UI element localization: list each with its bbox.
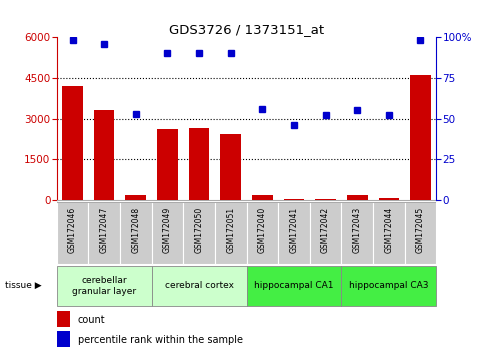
Text: hippocampal CA1: hippocampal CA1: [254, 281, 334, 290]
Text: GSM172046: GSM172046: [68, 207, 77, 253]
Text: GSM172049: GSM172049: [163, 207, 172, 253]
Text: GSM172051: GSM172051: [226, 207, 235, 253]
Bar: [120, 202, 152, 264]
Text: GSM172047: GSM172047: [100, 207, 108, 253]
Bar: [152, 266, 246, 306]
Bar: [152, 202, 183, 264]
Bar: [246, 202, 278, 264]
Bar: [310, 202, 341, 264]
Bar: [373, 202, 405, 264]
Bar: [405, 202, 436, 264]
Bar: [215, 202, 246, 264]
Text: hippocampal CA3: hippocampal CA3: [349, 281, 428, 290]
Bar: [57, 311, 70, 327]
Bar: [62, 86, 83, 200]
Text: GSM172041: GSM172041: [289, 207, 298, 253]
Text: GSM172042: GSM172042: [321, 207, 330, 253]
Bar: [57, 202, 88, 264]
Bar: [410, 75, 431, 200]
Bar: [341, 202, 373, 264]
Bar: [283, 199, 304, 200]
Bar: [183, 202, 215, 264]
Bar: [157, 130, 177, 200]
Bar: [220, 133, 241, 200]
Bar: [347, 195, 367, 200]
Bar: [189, 128, 210, 200]
Text: GSM172043: GSM172043: [352, 207, 362, 253]
Text: tissue ▶: tissue ▶: [5, 280, 41, 290]
Bar: [379, 198, 399, 200]
Bar: [57, 331, 70, 347]
Text: GSM172040: GSM172040: [258, 207, 267, 253]
Bar: [94, 110, 114, 200]
Text: percentile rank within the sample: percentile rank within the sample: [78, 335, 243, 345]
Text: count: count: [78, 315, 106, 325]
Text: GSM172048: GSM172048: [131, 207, 141, 253]
Bar: [252, 195, 273, 200]
Title: GDS3726 / 1373151_at: GDS3726 / 1373151_at: [169, 23, 324, 36]
Bar: [341, 266, 436, 306]
Bar: [126, 195, 146, 200]
Bar: [278, 202, 310, 264]
Bar: [57, 266, 152, 306]
Text: GSM172045: GSM172045: [416, 207, 425, 253]
Text: cerebral cortex: cerebral cortex: [165, 281, 234, 290]
Text: GSM172044: GSM172044: [385, 207, 393, 253]
Text: cerebellar
granular layer: cerebellar granular layer: [72, 276, 136, 296]
Text: GSM172050: GSM172050: [195, 207, 204, 253]
Bar: [246, 266, 341, 306]
Bar: [88, 202, 120, 264]
Bar: [316, 199, 336, 200]
